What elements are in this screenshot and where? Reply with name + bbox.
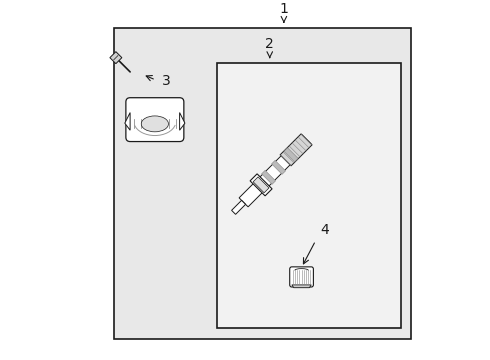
Polygon shape (250, 174, 272, 196)
Polygon shape (125, 113, 130, 130)
Polygon shape (239, 135, 311, 207)
Polygon shape (280, 134, 312, 166)
Polygon shape (271, 160, 286, 174)
Text: 4: 4 (320, 223, 329, 237)
Text: 2: 2 (266, 37, 274, 51)
FancyBboxPatch shape (126, 98, 184, 141)
FancyBboxPatch shape (290, 267, 314, 287)
Polygon shape (110, 52, 122, 64)
Polygon shape (180, 113, 185, 130)
Text: 3: 3 (162, 75, 171, 89)
Bar (217, 63, 400, 328)
Polygon shape (262, 170, 275, 184)
Polygon shape (253, 177, 269, 193)
Polygon shape (284, 148, 298, 162)
Polygon shape (292, 285, 311, 288)
Bar (114, 28, 411, 339)
Text: 1: 1 (279, 2, 288, 16)
Polygon shape (232, 201, 245, 214)
Ellipse shape (141, 116, 169, 132)
